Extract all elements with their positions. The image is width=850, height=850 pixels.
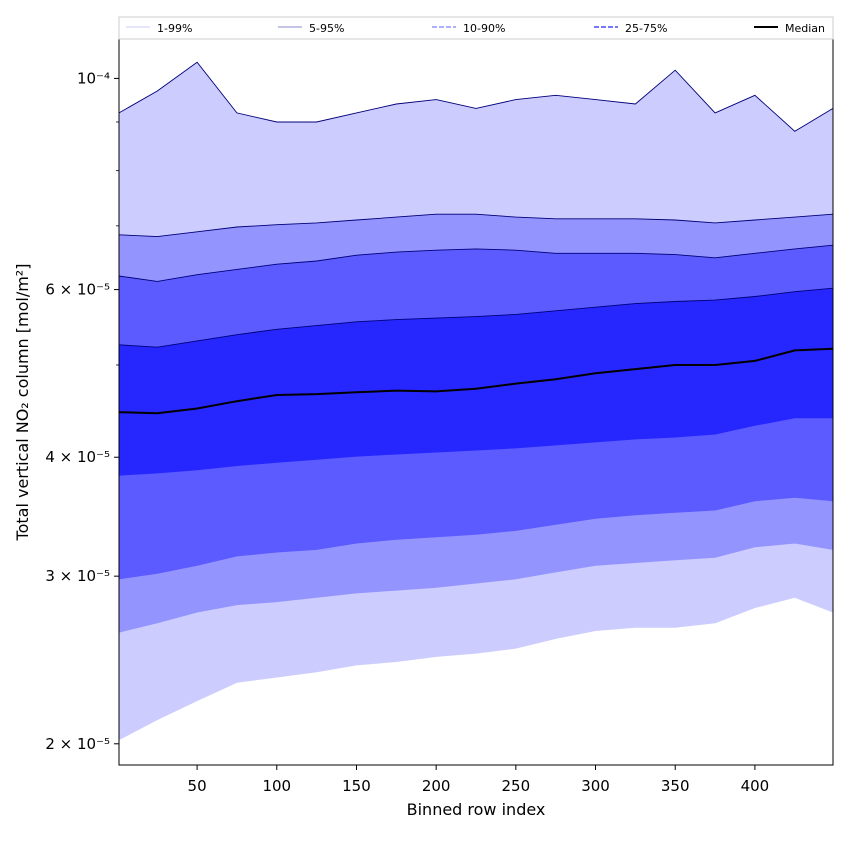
legend-label: Median [785,22,825,35]
legend-label: 10-90% [463,22,505,35]
x-tick-label: 150 [342,777,371,795]
x-axis-ticks: 50 100 150 200 250 300 350 400 [188,765,770,795]
legend-box [118,16,834,40]
legend-label: 1-99% [157,22,192,35]
y-tick-label: 10⁻⁴ [77,69,110,87]
band-1-99-upper-line [118,61,834,132]
x-tick-label: 50 [188,777,207,795]
band-10-90-lower-line [118,496,834,580]
legend-label: 5-95% [309,22,344,35]
x-tick-label: 200 [422,777,451,795]
x-tick-label: 400 [741,777,770,795]
percentile-bands [119,62,833,740]
y-tick-label: 6 × 10⁻⁵ [45,281,110,299]
y-axis-ticks: 2 × 10⁻⁵ 3 × 10⁻⁵ 4 × 10⁻⁵ 6 × 10⁻⁵ 10⁻⁴ [45,69,119,753]
y-tick-label: 4 × 10⁻⁵ [45,448,110,466]
legend-label: 25-75% [625,22,667,35]
band-5-95-lower-line [118,542,834,633]
band-5-95-upper-line [118,213,834,238]
x-axis-label: Binned row index [407,800,546,819]
band-10-90-upper-line [118,244,834,282]
band-25-75-area [119,288,833,476]
legend: 1-99% 5-95% 10-90% 25-75% Median [118,16,834,40]
median-layer [118,347,834,415]
y-axis-label: Total vertical NO₂ column [mol/m²] [13,264,32,542]
median-line [118,347,834,415]
y-tick-label: 3 × 10⁻⁵ [45,567,110,585]
x-tick-label: 100 [262,777,291,795]
x-tick-label: 300 [581,777,610,795]
x-tick-label: 350 [661,777,690,795]
y-tick-label: 2 × 10⁻⁵ [45,735,110,753]
band-25-75-lower-line [118,417,833,476]
band-1-99-lower-line [118,596,834,741]
x-tick-label: 250 [502,777,531,795]
band-edges [118,61,834,741]
band-25-75-upper-line [118,287,834,348]
